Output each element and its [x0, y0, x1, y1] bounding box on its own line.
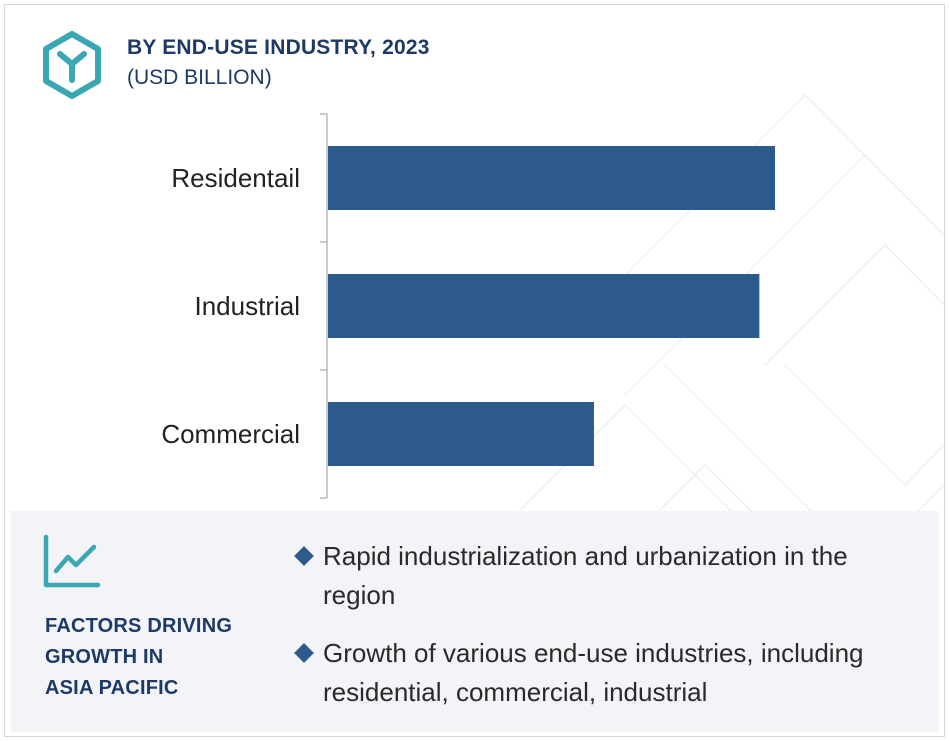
trend-chart-icon [43, 534, 101, 588]
chart-title: BY END-USE INDUSTRY, 2023 [127, 36, 430, 59]
category-label: Commercial [161, 419, 300, 449]
panel-heading-line: ASIA PACIFIC [45, 677, 179, 699]
hexagon-y-icon [43, 31, 101, 99]
factor-item: Growth of various end-use industries, in… [293, 634, 913, 712]
growth-factors-panel: FACTORS DRIVING GROWTH IN ASIA PACIFIC R… [11, 511, 939, 732]
bar [328, 146, 775, 210]
factor-list: Rapid industrialization and urbanization… [293, 537, 913, 731]
diamond-bullet-icon [294, 643, 314, 663]
bar [328, 402, 594, 466]
chart-subtitle: (USD BILLION) [127, 66, 272, 89]
factor-text: Growth of various end-use industries, in… [323, 638, 864, 707]
panel-heading-line: GROWTH IN [45, 646, 164, 668]
diamond-bullet-icon [294, 546, 314, 566]
category-label: Residentail [171, 163, 300, 193]
category-label: Industrial [195, 291, 301, 321]
figure-frame: BY END-USE INDUSTRY, 2023 (USD BILLION) … [4, 4, 945, 737]
factor-item: Rapid industrialization and urbanization… [293, 537, 913, 615]
bar-chart: Residentail Industrial Commercial [161, 113, 775, 499]
panel-heading-line: FACTORS DRIVING [45, 615, 233, 637]
bar [328, 274, 760, 338]
factor-text: Rapid industrialization and urbanization… [323, 541, 848, 610]
panel-heading: FACTORS DRIVING GROWTH IN ASIA PACIFIC [45, 611, 285, 704]
